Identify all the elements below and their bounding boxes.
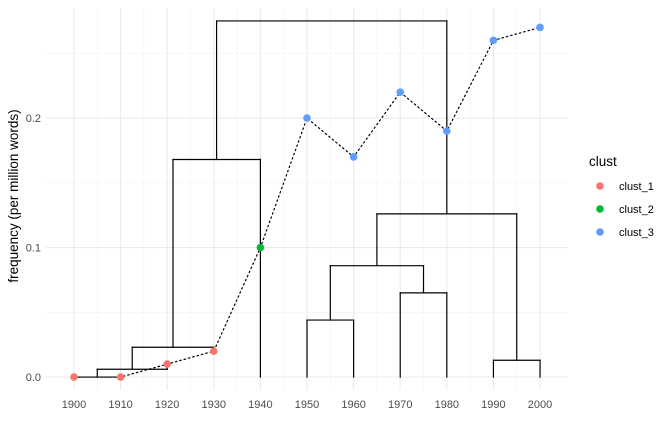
trend-line [73, 26, 541, 378]
data-point-clust_2 [256, 243, 265, 252]
x-tick-label: 1990 [481, 399, 505, 411]
x-tick-label: 1900 [62, 399, 86, 411]
data-point-clust_3 [396, 88, 405, 96]
x-tick-label: 1960 [341, 399, 365, 411]
x-tick-label: 1910 [108, 399, 132, 411]
legend-items: clust_1 clust_2 clust_3 [596, 181, 654, 239]
legend-label-clust_3: clust_3 [619, 227, 654, 239]
legend-key-clust_3 [596, 228, 604, 236]
legend: clust clust_1 clust_2 clust_3 [589, 154, 654, 239]
data-point-clust_1 [70, 373, 78, 381]
data-point-clust_3 [349, 153, 358, 161]
legend-label-clust_1: clust_1 [619, 181, 654, 193]
dendrogram [73, 20, 541, 378]
y-tick-label: 0.0 [26, 372, 41, 384]
x-tick-label: 1950 [295, 399, 319, 411]
data-point-clust_3 [443, 127, 451, 135]
x-tick-label: 1930 [202, 399, 226, 411]
x-tick-label: 1980 [435, 399, 459, 411]
plot-panel [46, 8, 568, 390]
legend-key-clust_2 [596, 205, 604, 213]
data-point-clust_1 [209, 347, 218, 355]
data-point-clust_3 [489, 36, 498, 45]
x-axis-ticks: 1900 1910 1920 1930 1940 1950 1960 1970 1980 1990… [62, 399, 553, 411]
y-axis-ticks: 0.0 0.1 0.2 [26, 113, 41, 384]
y-axis-title: frequency (per million words) [6, 109, 21, 282]
legend-label-clust_2: clust_2 [619, 204, 654, 216]
x-tick-label: 1940 [248, 399, 272, 411]
x-tick-label: 1970 [388, 399, 412, 411]
x-tick-label: 1920 [155, 399, 179, 411]
trend-polyline [73, 26, 541, 378]
y-tick-label: 0.2 [26, 113, 41, 125]
y-tick-label: 0.1 [26, 243, 41, 255]
x-tick-label: 2000 [528, 399, 552, 411]
data-point-clust_3 [536, 23, 544, 32]
legend-key-clust_1 [596, 182, 604, 190]
data-point-clust_3 [303, 114, 311, 122]
data-point-clust_1 [163, 360, 171, 368]
data-points [70, 23, 544, 381]
legend-title: clust [589, 154, 617, 169]
data-point-clust_1 [116, 373, 125, 381]
